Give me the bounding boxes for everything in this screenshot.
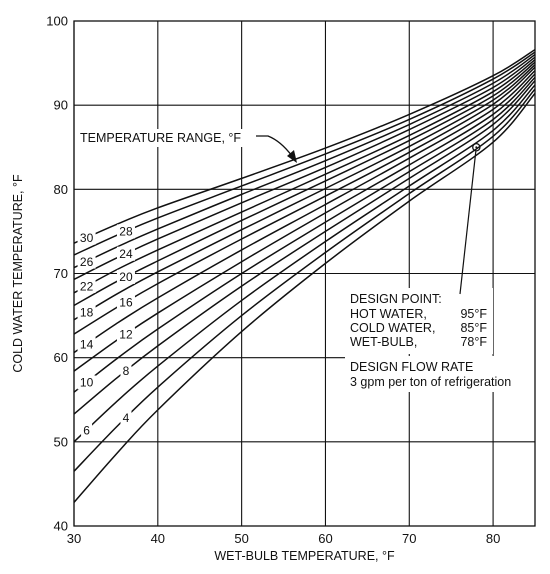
curve-label-10: 10 xyxy=(80,376,94,390)
design-point-marker xyxy=(472,142,481,152)
curve-label-26: 26 xyxy=(80,255,94,269)
curve-label-bg-12 xyxy=(116,327,135,342)
x-axis-title: WET-BULB TEMPERATURE, °F xyxy=(214,549,395,563)
curve-label-bg-14 xyxy=(77,337,96,352)
design-row-label-0: HOT WATER, xyxy=(350,307,427,321)
curve-label-14: 14 xyxy=(80,337,94,351)
range-arrow xyxy=(256,135,293,157)
x-tick-label-1: 40 xyxy=(151,531,165,546)
y-tick-label-0: 40 xyxy=(54,519,68,534)
curve-label-bg-16 xyxy=(116,295,135,310)
x-tick-label-3: 60 xyxy=(318,531,332,546)
range-curve-18 xyxy=(73,64,536,321)
design-point-title: DESIGN POINT: xyxy=(350,292,442,306)
range-label-box xyxy=(78,129,254,147)
curve-label-bg-18 xyxy=(77,305,96,320)
y-axis-title: COLD WATER TEMPERATURE, °F xyxy=(11,174,25,373)
range-curve-26 xyxy=(73,54,536,269)
curve-label-bg-28 xyxy=(116,224,135,239)
curve-label-28: 28 xyxy=(119,225,133,239)
range-curves xyxy=(73,48,536,503)
range-curve-2 xyxy=(73,92,536,503)
design-point-dot xyxy=(475,146,478,149)
design-row-value-2: 78°F xyxy=(460,335,487,349)
design-point-box xyxy=(345,288,493,354)
design-point-leader xyxy=(459,151,477,295)
y-tick-label-1: 50 xyxy=(54,434,68,449)
design-row-label-1: COLD WATER, xyxy=(350,321,435,335)
design-point-rows: HOT WATER, 95°F COLD WATER, 85°F WET-BULB, 78… xyxy=(350,307,487,349)
curve-label-30: 30 xyxy=(80,231,94,245)
curve-labels: 30 28 26 24 22 20 18 16 14 12 10 8 6 4 xyxy=(77,224,135,437)
curve-label-22: 22 xyxy=(80,279,94,293)
curve-label-bg-26 xyxy=(77,254,96,269)
y-tick-label-2: 60 xyxy=(54,350,68,365)
curve-label-bg-8 xyxy=(120,363,132,378)
range-curve-30 xyxy=(73,48,536,244)
x-tick-label-2: 50 xyxy=(234,531,248,546)
plot-frame xyxy=(73,20,536,527)
curve-label-12: 12 xyxy=(119,327,133,341)
temperature-range-label: TEMPERATURE RANGE, °F xyxy=(80,131,241,145)
x-tick-label-4: 70 xyxy=(402,531,416,546)
curve-label-bg-22 xyxy=(77,279,96,294)
curve-label-18: 18 xyxy=(80,306,94,320)
design-row-label-2: WET-BULB, xyxy=(350,335,417,349)
curve-label-8: 8 xyxy=(123,364,130,378)
y-tick-label-6: 100 xyxy=(46,14,68,29)
curve-label-bg-20 xyxy=(116,269,135,284)
range-curve-22 xyxy=(73,59,536,294)
flow-rate-box xyxy=(345,356,535,392)
curve-label-6: 6 xyxy=(83,423,90,437)
range-curve-14 xyxy=(73,70,536,354)
design-row-value-1: 85°F xyxy=(460,321,487,335)
curve-label-bg-24 xyxy=(116,246,135,261)
curve-label-20: 20 xyxy=(119,270,133,284)
flow-rate-title: DESIGN FLOW RATE xyxy=(350,360,473,374)
x-tick-label-5: 80 xyxy=(486,531,500,546)
design-row-value-0: 95°F xyxy=(460,307,487,321)
y-tick-label-4: 80 xyxy=(54,182,68,197)
y-tick-label-5: 90 xyxy=(54,98,68,113)
curve-label-16: 16 xyxy=(119,295,133,309)
y-tick-label-3: 70 xyxy=(54,266,68,281)
curve-label-bg-10 xyxy=(77,375,96,390)
curve-label-24: 24 xyxy=(119,247,133,261)
flow-rate-text: 3 gpm per ton of refrigeration xyxy=(350,375,511,389)
curve-label-bg-30 xyxy=(77,230,96,245)
curve-label-bg-4 xyxy=(120,410,132,425)
range-curve-10 xyxy=(73,76,536,393)
x-tick-label-0: 30 xyxy=(67,531,81,546)
curve-label-bg-6 xyxy=(81,422,93,437)
curve-label-4: 4 xyxy=(123,411,130,425)
range-arrowhead xyxy=(287,150,297,163)
